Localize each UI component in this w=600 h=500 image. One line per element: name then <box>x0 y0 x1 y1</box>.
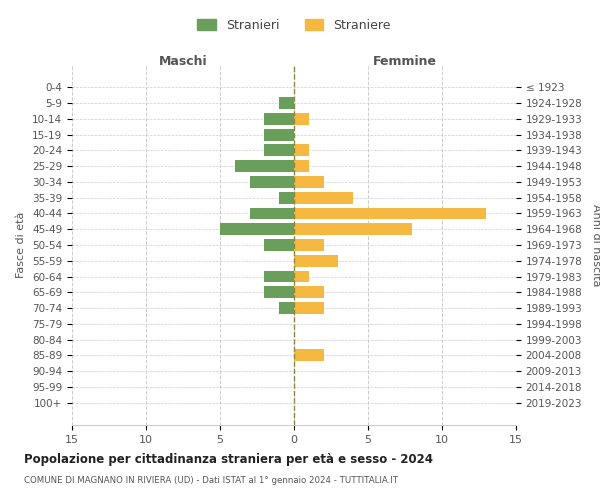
Text: Popolazione per cittadinanza straniera per età e sesso - 2024: Popolazione per cittadinanza straniera p… <box>24 452 433 466</box>
Bar <box>294 224 412 235</box>
Bar <box>265 128 294 140</box>
Bar <box>250 176 294 188</box>
Y-axis label: Anni di nascita: Anni di nascita <box>591 204 600 286</box>
Bar <box>279 192 294 203</box>
Y-axis label: Fasce di età: Fasce di età <box>16 212 26 278</box>
Bar <box>220 224 294 235</box>
Text: COMUNE DI MAGNANO IN RIVIERA (UD) - Dati ISTAT al 1° gennaio 2024 - TUTTITALIA.I: COMUNE DI MAGNANO IN RIVIERA (UD) - Dati… <box>24 476 398 485</box>
Bar <box>279 302 294 314</box>
Bar <box>294 350 323 362</box>
Text: Maschi: Maschi <box>158 56 208 68</box>
Bar <box>294 270 309 282</box>
Bar <box>265 286 294 298</box>
Bar <box>294 176 323 188</box>
Legend: Stranieri, Straniere: Stranieri, Straniere <box>192 14 396 36</box>
Bar <box>265 239 294 251</box>
Bar <box>294 192 353 203</box>
Bar <box>265 144 294 156</box>
Bar <box>294 160 309 172</box>
Bar <box>294 113 309 124</box>
Bar <box>294 239 323 251</box>
Bar <box>294 302 323 314</box>
Text: Femmine: Femmine <box>373 56 437 68</box>
Bar <box>294 286 323 298</box>
Bar <box>294 208 487 220</box>
Bar <box>265 113 294 124</box>
Bar <box>250 208 294 220</box>
Bar <box>294 255 338 266</box>
Bar <box>294 144 309 156</box>
Bar <box>265 270 294 282</box>
Bar <box>235 160 294 172</box>
Bar <box>279 97 294 109</box>
